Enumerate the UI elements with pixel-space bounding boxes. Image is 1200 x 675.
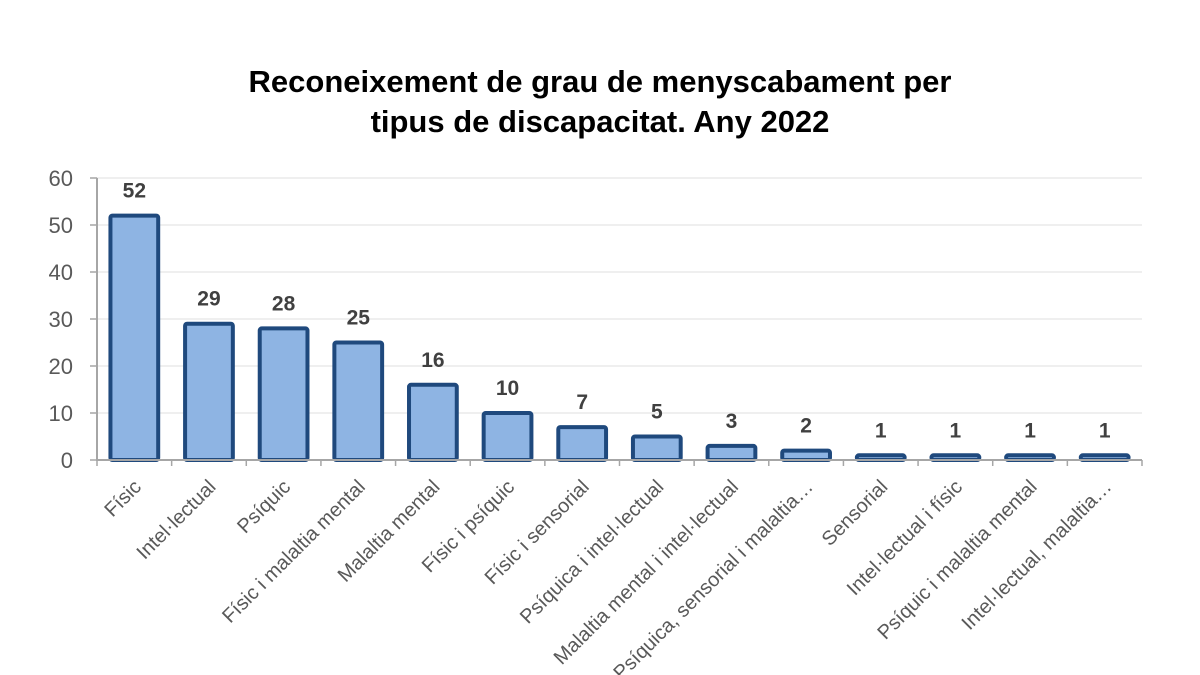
x-tick-label: Físic i malaltia mental [218, 476, 370, 628]
data-label: 2 [800, 415, 812, 438]
data-label: 28 [272, 292, 296, 315]
data-label: 52 [123, 180, 146, 203]
data-label: 16 [421, 349, 444, 372]
y-tick-label: 60 [49, 166, 73, 191]
bars [108, 213, 1131, 463]
x-tick-label: Intel·lectual, malaltia… [958, 476, 1117, 635]
y-tick-label: 0 [61, 448, 73, 473]
x-tick-label: Psíquica i intel·lectual [516, 476, 668, 628]
x-tick-label: Intel·lectual [133, 476, 221, 564]
bar [108, 213, 161, 462]
y-tick-label: 10 [49, 401, 73, 426]
bar [332, 340, 385, 462]
bar [705, 443, 758, 462]
bar [407, 382, 459, 462]
data-labels: 52 29 28 25 16 10 7 5 3 2 1 1 1 1 [123, 180, 1111, 443]
chart-title-line-1: Reconeixement de grau de menyscabament p… [248, 64, 952, 99]
data-label: 3 [726, 410, 738, 433]
x-tick-label: Sensorial [818, 476, 893, 551]
y-tick-label: 30 [49, 307, 73, 332]
data-label: 25 [347, 307, 371, 330]
bar [481, 411, 534, 462]
data-label: 29 [197, 288, 220, 311]
bar [556, 425, 609, 463]
data-label: 1 [1099, 419, 1111, 442]
data-label: 1 [875, 419, 887, 442]
x-tick-label: Psíquic [233, 476, 295, 538]
data-label: 5 [651, 401, 663, 424]
bar [780, 448, 832, 463]
bar [183, 321, 235, 463]
y-tick-label: 50 [49, 213, 73, 238]
x-tick-label: Físic [100, 476, 145, 521]
bar [257, 326, 310, 462]
chart-title: Reconeixement de grau de menyscabament p… [0, 62, 1200, 142]
data-label: 1 [1024, 419, 1036, 442]
y-tick-label: 20 [49, 354, 73, 379]
gridlines [97, 177, 1142, 414]
y-tick-label: 40 [49, 260, 73, 285]
data-label: 1 [950, 419, 962, 442]
data-label: 7 [576, 391, 588, 414]
bar [630, 434, 683, 462]
chart-title-line-2: tipus de discapacitat. Any 2022 [370, 104, 830, 139]
y-axis-ticks: 0 10 20 30 40 50 60 [49, 166, 97, 473]
data-label: 10 [496, 377, 519, 400]
